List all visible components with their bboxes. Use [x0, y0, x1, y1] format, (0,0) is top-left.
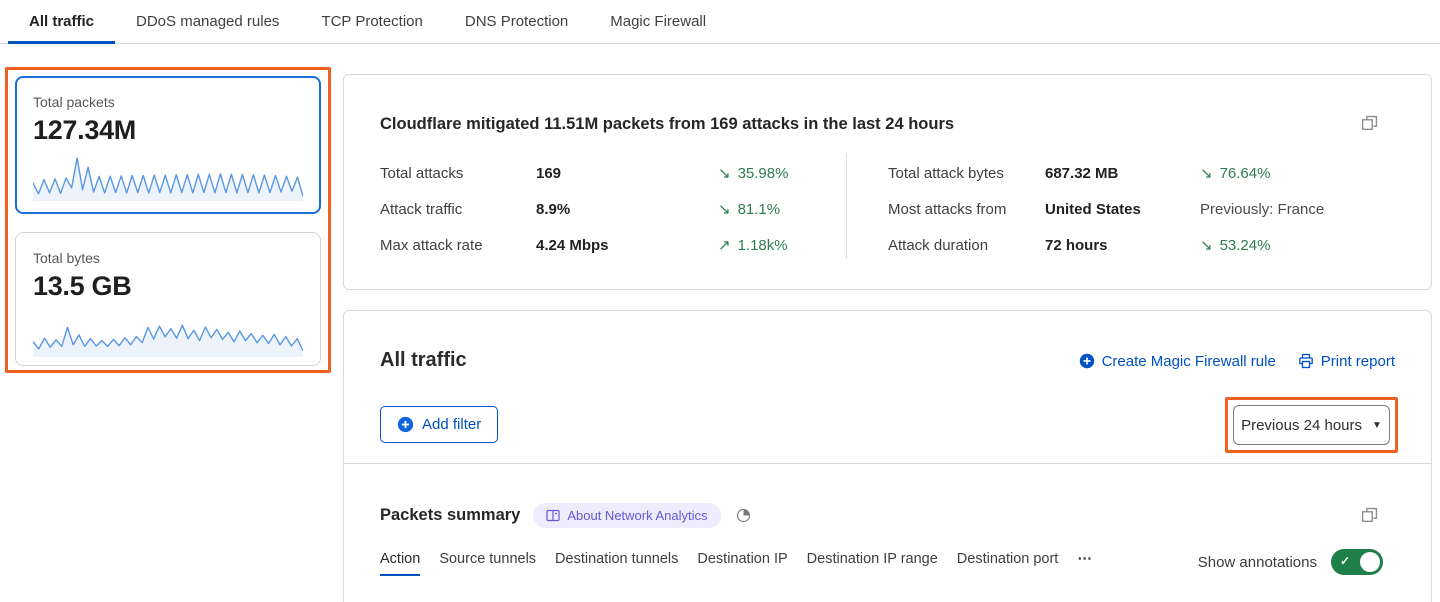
about-network-analytics-badge[interactable]: About Network Analytics: [533, 503, 721, 528]
trend-value: 53.24%: [1219, 236, 1271, 254]
show-annotations-control: Show annotations ✓: [1198, 549, 1383, 575]
tab-label: TCP Protection: [321, 13, 423, 30]
toggle-knob: [1360, 552, 1380, 572]
trend-down-icon: ↘: [1200, 236, 1213, 254]
stat-trend: ↘ 35.98%: [718, 165, 788, 182]
metric-card-total-bytes[interactable]: Total bytes 13.5 GB: [15, 232, 321, 366]
stat-label: Total attacks: [380, 164, 464, 182]
subtab-destination-port[interactable]: Destination port: [956, 551, 1059, 567]
card-action-links: Create Magic Firewall rule Print report: [1079, 353, 1395, 369]
summary-stats-right: Total attack bytes 687.32 MB ↘ 76.64% Mos…: [888, 155, 1398, 263]
stat-row-total-attack-bytes: Total attack bytes 687.32 MB ↘ 76.64%: [888, 155, 1398, 191]
tab-ddos-managed-rules[interactable]: DDoS managed rules: [115, 0, 300, 43]
subtab-destination-ip[interactable]: Destination IP: [697, 551, 788, 567]
show-annotations-label: Show annotations: [1197, 553, 1317, 571]
mitigation-summary-title: Cloudflare mitigated 11.51M packets from…: [380, 115, 955, 133]
stat-label: Most attacks from: [888, 200, 1007, 218]
all-traffic-title: All traffic: [380, 349, 467, 371]
stat-row-max-attack-rate: Max attack rate 4.24 Mbps ↗ 1.18k%: [380, 227, 840, 263]
total-bytes-sparkline: [33, 311, 303, 357]
stat-value: 169: [536, 164, 562, 182]
tab-label: All traffic: [29, 13, 95, 30]
tab-dns-protection[interactable]: DNS Protection: [444, 0, 589, 43]
pie-clock-icon[interactable]: [736, 508, 751, 523]
copy-icon[interactable]: [1361, 507, 1378, 524]
packets-summary-subtabs: Action Source tunnels Destination tunnel…: [380, 551, 1093, 576]
trend-value: 35.98%: [737, 164, 789, 182]
subtab-destination-ip-range[interactable]: Destination IP range: [806, 551, 938, 567]
tab-tcp-protection[interactable]: TCP Protection: [300, 0, 443, 43]
subtab-action[interactable]: Action: [380, 551, 421, 576]
stat-trend: ↘ 76.64%: [1200, 165, 1270, 182]
stat-label: Max attack rate: [380, 236, 483, 254]
stat-trend: ↘ 53.24%: [1200, 237, 1270, 254]
metric-card-total-packets[interactable]: Total packets 127.34M: [15, 76, 321, 214]
book-icon: [546, 509, 560, 522]
trend-value: 81.1%: [737, 200, 781, 218]
stat-value: 687.32 MB: [1045, 164, 1119, 182]
tab-label: DDoS managed rules: [136, 13, 280, 30]
link-label: Create Magic Firewall rule: [1101, 352, 1276, 370]
packets-summary-title: Packets summary: [380, 506, 521, 524]
all-traffic-card: All traffic Create Magic Firewall rule P…: [343, 310, 1432, 602]
chevron-down-icon: ▼: [1372, 419, 1382, 431]
add-filter-label: Add filter: [422, 416, 482, 433]
annotation-highlight-time-range: Previous 24 hours ▼: [1225, 397, 1398, 453]
stat-trend: ↗ 1.18k%: [718, 237, 788, 254]
badge-label: About Network Analytics: [567, 508, 708, 523]
plus-circle-icon: [397, 416, 414, 433]
stat-value: 8.9%: [536, 200, 571, 218]
stat-label: Total attack bytes: [888, 164, 1004, 182]
subtab-destination-tunnels[interactable]: Destination tunnels: [555, 551, 679, 567]
stat-value: 4.24 Mbps: [536, 236, 609, 254]
tab-label: DNS Protection: [464, 13, 569, 30]
stat-label: Attack duration: [888, 236, 989, 254]
link-label: Print report: [1320, 352, 1395, 370]
more-tabs-button[interactable]: ⋯: [1077, 551, 1093, 567]
stat-trend: Previously: France: [1200, 201, 1324, 218]
time-range-dropdown[interactable]: Previous 24 hours ▼: [1233, 405, 1390, 445]
printer-icon: [1298, 353, 1314, 369]
packets-summary-header: Packets summary About Network Analytics: [380, 503, 751, 528]
plus-circle-icon: [1079, 353, 1095, 369]
stat-value: United States: [1045, 200, 1141, 218]
stat-label: Attack traffic: [380, 200, 463, 218]
metric-card-value: 13.5 GB: [33, 271, 132, 301]
trend-up-icon: ↗: [718, 236, 731, 254]
metric-card-value: 127.34M: [33, 115, 136, 145]
subtab-source-tunnels[interactable]: Source tunnels: [439, 551, 537, 567]
annotation-highlight-metric-cards: Total packets 127.34M Total bytes 13.5 G…: [5, 67, 331, 373]
print-report-link[interactable]: Print report: [1298, 353, 1395, 369]
time-range-label: Previous 24 hours: [1241, 416, 1362, 434]
trend-value: 76.64%: [1219, 164, 1271, 182]
mitigation-summary-card: Cloudflare mitigated 11.51M packets from…: [343, 74, 1432, 290]
trend-down-icon: ↘: [718, 200, 731, 218]
stat-row-attack-duration: Attack duration 72 hours ↘ 53.24%: [888, 227, 1398, 263]
section-divider: [344, 463, 1431, 464]
summary-stats-left: Total attacks 169 ↘ 35.98% Attack traffic…: [380, 155, 840, 263]
trend-value: Previously: France: [1200, 200, 1325, 218]
stat-row-attack-traffic: Attack traffic 8.9% ↘ 81.1%: [380, 191, 840, 227]
metric-card-title: Total bytes: [33, 250, 100, 266]
total-packets-sparkline: [33, 155, 303, 201]
stat-row-total-attacks: Total attacks 169 ↘ 35.98%: [380, 155, 840, 191]
tab-magic-firewall[interactable]: Magic Firewall: [589, 0, 727, 43]
add-filter-button[interactable]: Add filter: [380, 406, 499, 443]
stat-value: 72 hours: [1045, 236, 1108, 254]
main-tab-bar: All traffic DDoS managed rules TCP Prote…: [0, 0, 1440, 44]
trend-down-icon: ↘: [718, 164, 731, 182]
metric-card-title: Total packets: [33, 94, 115, 110]
stat-trend: ↘ 81.1%: [718, 201, 780, 218]
create-magic-firewall-rule-link[interactable]: Create Magic Firewall rule: [1079, 353, 1276, 369]
show-annotations-toggle[interactable]: ✓: [1331, 549, 1383, 575]
stats-column-divider: [846, 153, 847, 259]
trend-down-icon: ↘: [1200, 164, 1213, 182]
check-icon: ✓: [1340, 554, 1351, 568]
tab-all-traffic[interactable]: All traffic: [8, 0, 116, 44]
stat-row-most-attacks-from: Most attacks from United States Previous…: [888, 191, 1398, 227]
trend-value: 1.18k%: [737, 236, 788, 254]
tab-label: Magic Firewall: [610, 13, 707, 30]
copy-icon[interactable]: [1361, 115, 1378, 132]
